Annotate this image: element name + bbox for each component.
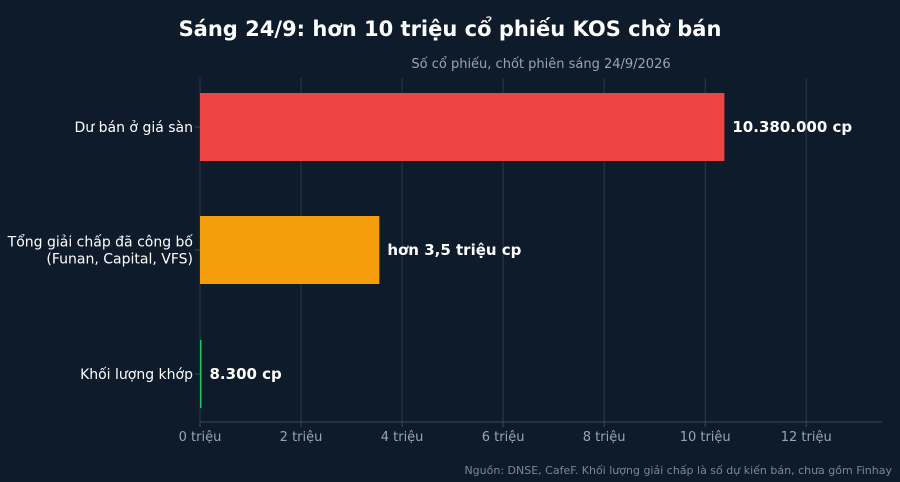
category-labels: Dư bán ở giá sàn Tổng giải chấp đã công b…: [7, 120, 200, 383]
source-note: Nguồn: DNSE, CafeF. Khối lượng giải chấp…: [464, 464, 892, 477]
x-tick-label: 6 triệu: [482, 430, 525, 445]
bar: [200, 93, 725, 161]
data-label: 10.380.000 cp: [732, 118, 852, 136]
x-axis-ticks: 0 triệu 2 triệu 4 triệu 6 triệu 8 triệu 10 tr…: [179, 421, 882, 445]
x-tick-label: 12 triệu: [781, 430, 832, 445]
bars: [200, 93, 725, 408]
x-tick-label: 8 triệu: [583, 430, 626, 445]
category-label: Khối lượng khớp: [80, 366, 193, 383]
x-tick-label: 2 triệu: [280, 430, 323, 445]
x-tick-label: 4 triệu: [381, 430, 424, 445]
data-labels: 10.380.000 cp hơn 3,5 triệu cp 8.300 cp: [210, 118, 853, 383]
category-label: Dư bán ở giá sàn: [75, 120, 193, 136]
category-label: Tổng giải chấp đã công bố: [7, 234, 194, 251]
x-tick-label: 0 triệu: [179, 430, 222, 445]
chart-subtitle: Số cổ phiếu, chốt phiên sáng 24/9/2026: [411, 57, 670, 72]
bar: [200, 340, 202, 408]
category-label: (Funan, Capital, VFS): [46, 252, 193, 268]
data-label: 8.300 cp: [210, 365, 283, 383]
data-label: hơn 3,5 triệu cp: [387, 241, 521, 259]
x-tick-label: 10 triệu: [680, 430, 731, 445]
chart-title: Sáng 24/9: hơn 10 triệu cổ phiếu KOS chờ…: [179, 16, 722, 41]
bar: [200, 216, 380, 284]
